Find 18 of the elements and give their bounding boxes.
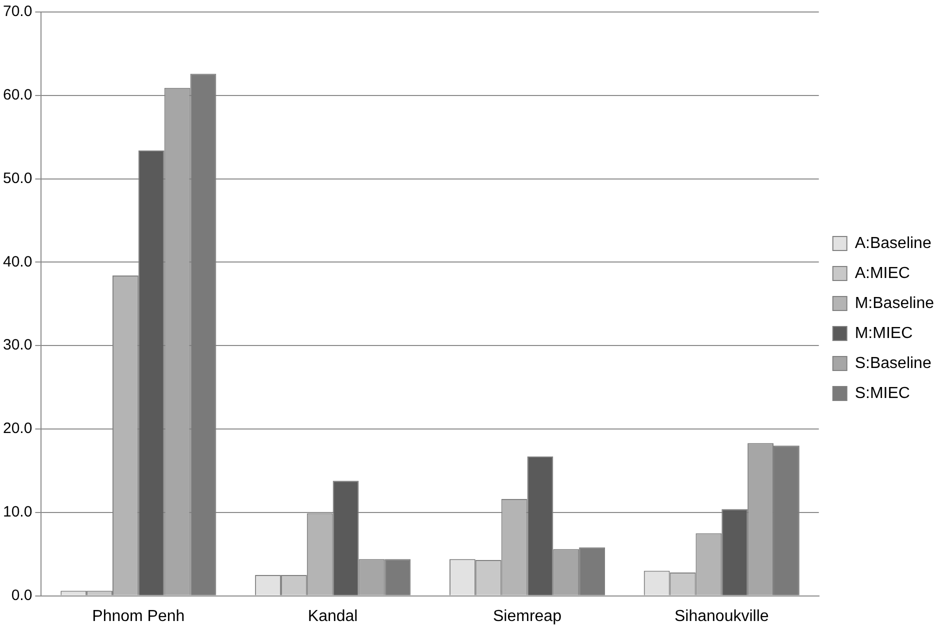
legend-label: A:MIEC <box>854 264 910 282</box>
legend-label: S:Baseline <box>854 354 932 372</box>
legend-label: S:MIEC <box>854 384 910 402</box>
y-tick-label: 50.0 <box>2 170 32 187</box>
x-tick-label: Siemreap <box>492 608 562 625</box>
legend-label: M:MIEC <box>854 324 913 342</box>
y-tick-label: 60.0 <box>2 86 32 104</box>
y-tick-label: 0.0 <box>11 586 32 604</box>
x-tick-label: Phnom Penh <box>92 608 185 625</box>
x-tick-label: Kandal <box>308 608 358 625</box>
y-tick-label: 10.0 <box>2 504 32 521</box>
legend-label: A:Baseline <box>854 234 932 252</box>
legend-label: M:Baseline <box>854 294 934 312</box>
y-tick-label: 20.0 <box>2 420 32 438</box>
y-tick-label: 30.0 <box>2 336 32 354</box>
y-tick-label: 40.0 <box>2 253 32 270</box>
y-tick-label: 70.0 <box>2 3 32 20</box>
x-tick-label: Sihanoukville <box>674 608 769 625</box>
